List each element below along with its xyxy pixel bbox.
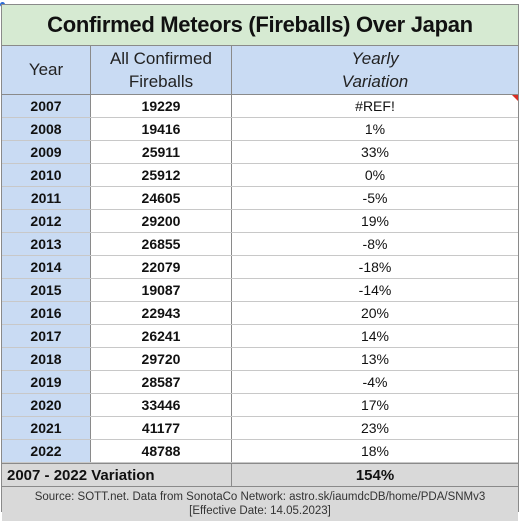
header-all-line1: All Confirmed (109, 49, 213, 68)
cell-count: 48788 (91, 440, 232, 462)
cell-variation: 20% (360, 305, 390, 321)
table-header: Year All Confirmed Fireballs Yearly Vari… (2, 46, 518, 95)
cell-variation: -4% (362, 374, 388, 390)
cell-count: 26855 (91, 233, 232, 255)
header-var-line1: Yearly (351, 49, 399, 68)
table-row: 2010 25912 0% (2, 164, 518, 187)
table-row: 2011 24605 -5% (2, 187, 518, 210)
table-row: 2019 28587 -4% (2, 371, 518, 394)
cell-variation: 13% (360, 351, 390, 367)
cell-count: 22079 (91, 256, 232, 278)
table-row: 2007 19229 #REF! (2, 95, 518, 118)
cell-year: 2007 (2, 95, 91, 117)
cell-count: 19087 (91, 279, 232, 301)
header-all-line2: Fireballs (128, 72, 194, 91)
cell-variation: -18% (358, 259, 392, 275)
table-row: 2021 41177 23% (2, 417, 518, 440)
cell-year: 2015 (2, 279, 91, 301)
total-value: 154% (355, 466, 395, 484)
cell-count: 24605 (91, 187, 232, 209)
cell-variation: -8% (362, 236, 388, 252)
table-row: 2008 19416 1% (2, 118, 518, 141)
cell-year: 2016 (2, 302, 91, 324)
table-title: Confirmed Meteors (Fireballs) Over Japan (2, 5, 518, 46)
header-yearly-variation: Yearly Variation (232, 46, 518, 94)
cell-variation: -5% (362, 190, 388, 206)
effective-date: [Effective Date: 14.05.2023] (189, 505, 331, 517)
cell-variation: 18% (360, 443, 390, 459)
cell-variation: 19% (360, 213, 390, 229)
cell-variation: 23% (360, 420, 390, 436)
cell-year: 2018 (2, 348, 91, 370)
cell-year: 2012 (2, 210, 91, 232)
source-footer: Source: SOTT.net. Data from SonotaCo Net… (2, 487, 518, 521)
header-all-confirmed: All Confirmed Fireballs (91, 46, 232, 94)
table-row: 2015 19087 -14% (2, 279, 518, 302)
cell-year: 2020 (2, 394, 91, 416)
total-row: 2007 - 2022 Variation 154% (2, 463, 518, 487)
cell-year: 2014 (2, 256, 91, 278)
cell-count: 29720 (91, 348, 232, 370)
cell-count: 25911 (91, 141, 232, 163)
header-var-line2: Variation (341, 72, 409, 91)
cell-year: 2017 (2, 325, 91, 347)
cell-variation: 17% (360, 397, 390, 413)
table-row: 2012 29200 19% (2, 210, 518, 233)
table-row: 2018 29720 13% (2, 348, 518, 371)
cell-count: 41177 (91, 417, 232, 439)
table-row: 2022 48788 18% (2, 440, 518, 463)
cell-count: 22943 (91, 302, 232, 324)
cell-variation: 0% (364, 167, 386, 183)
cell-year: 2019 (2, 371, 91, 393)
cell-year: 2022 (2, 440, 91, 462)
table-row: 2017 26241 14% (2, 325, 518, 348)
table-body: 2007 19229 #REF! 2008 19416 1% 2009 25911 33% 201… (2, 95, 518, 463)
cell-year: 2013 (2, 233, 91, 255)
cell-count: 28587 (91, 371, 232, 393)
table-row: 2009 25911 33% (2, 141, 518, 164)
cell-year: 2021 (2, 417, 91, 439)
table-row: 2014 22079 -18% (2, 256, 518, 279)
cell-count: 25912 (91, 164, 232, 186)
cell-variation: 33% (360, 144, 390, 160)
header-year: Year (2, 46, 91, 94)
cell-count: 33446 (91, 394, 232, 416)
cell-year: 2009 (2, 141, 91, 163)
cell-variation: #REF! (355, 98, 395, 114)
table-row: 2020 33446 17% (2, 394, 518, 417)
table-row: 2013 26855 -8% (2, 233, 518, 256)
error-flag-icon (512, 95, 518, 101)
cell-year: 2010 (2, 164, 91, 186)
cell-count: 19229 (91, 95, 232, 117)
cell-year: 2011 (2, 187, 91, 209)
cell-variation: -14% (358, 282, 392, 298)
cell-count: 29200 (91, 210, 232, 232)
spreadsheet-table: Confirmed Meteors (Fireballs) Over Japan… (1, 4, 519, 521)
cell-variation: 14% (360, 328, 390, 344)
cell-year: 2008 (2, 118, 91, 140)
table-row: 2016 22943 20% (2, 302, 518, 325)
cell-variation: 1% (364, 121, 386, 137)
source-line: Source: SOTT.net. Data from SonotaCo Net… (34, 491, 486, 503)
cell-count: 26241 (91, 325, 232, 347)
cell-count: 19416 (91, 118, 232, 140)
total-label: 2007 - 2022 Variation (2, 464, 232, 486)
